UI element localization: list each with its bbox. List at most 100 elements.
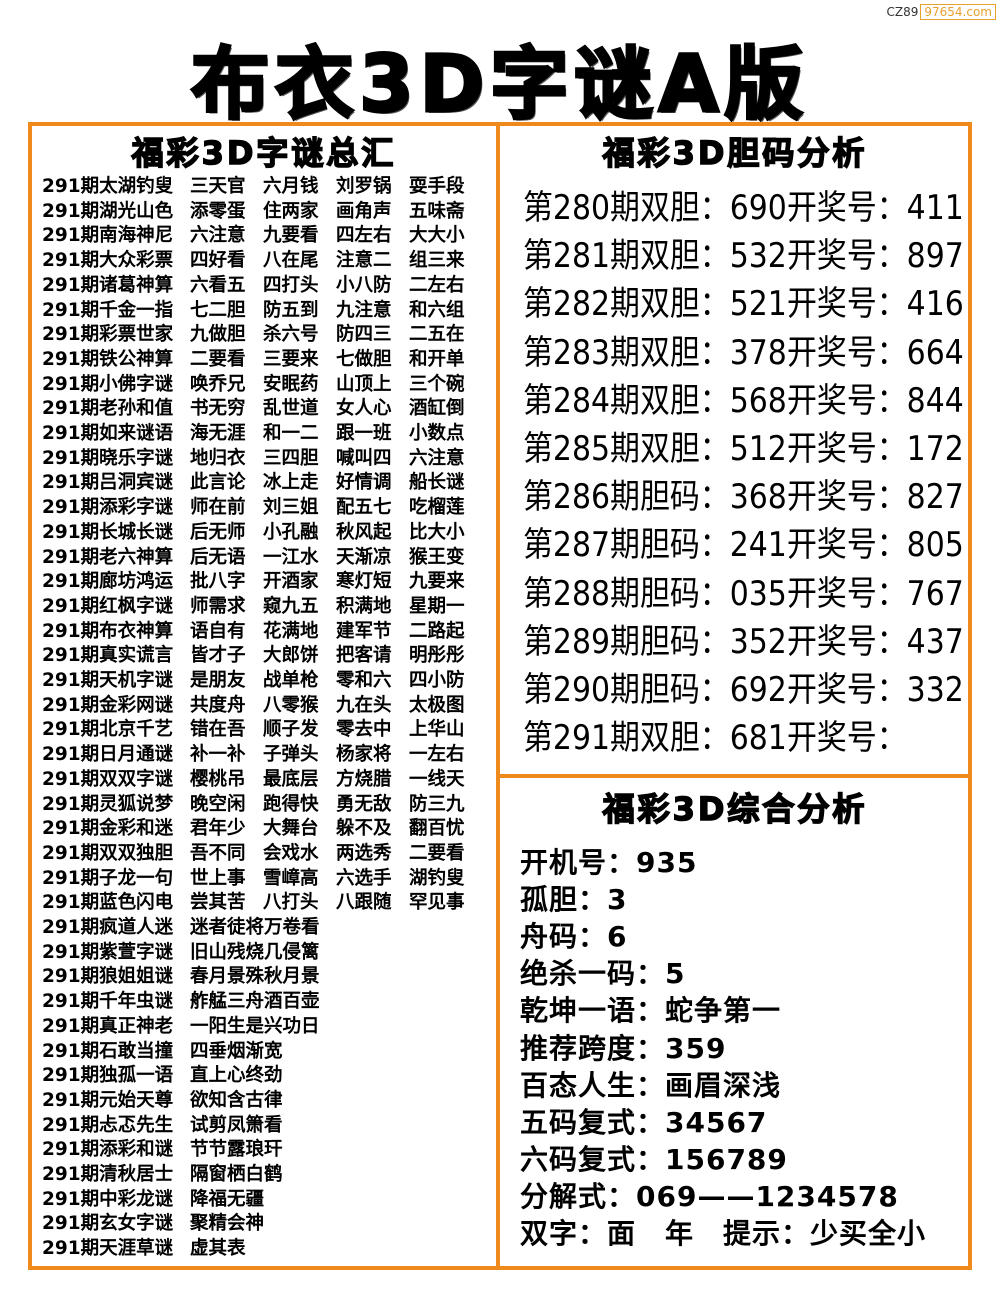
riddle-clue: 海无涯: [190, 423, 246, 444]
riddle-clue: 三要来: [263, 348, 319, 370]
riddle-clue: 耍手段: [409, 176, 465, 197]
riddle-clue: 迷者徒将万卷看: [190, 917, 320, 938]
comprehensive-analysis-heading: 福彩3D综合分析: [602, 789, 868, 829]
riddle-clue: 跟一班: [336, 423, 392, 444]
riddle-clue: 方烧腊: [336, 768, 392, 790]
riddle-clue: 明彤彤: [409, 645, 465, 667]
riddle-clue: 一阳生是兴功日: [190, 1015, 320, 1037]
riddle-clue: 开酒家: [263, 571, 319, 593]
riddle-clue: 世上事: [190, 867, 246, 889]
riddle-clue: 降福无疆: [190, 1188, 265, 1210]
riddle-source: 291期中彩龙谜: [42, 1188, 174, 1210]
riddle-clue: 杀六号: [263, 324, 319, 346]
riddle-source: 291期双双字谜: [42, 768, 174, 790]
riddle-clue: 一江水: [263, 546, 319, 568]
draw-result: 开奖号：827: [787, 477, 964, 518]
riddle-clue: 比大小: [409, 521, 465, 543]
riddle-clue: 船长谜: [409, 472, 465, 494]
riddle-clue: 七二胆: [190, 299, 246, 321]
riddle-clue: 九要来: [409, 571, 465, 593]
watermark-site: 97654.com: [920, 4, 996, 20]
analysis-row: 六码复式：156789: [520, 1142, 788, 1176]
dan-value: 第287期胆码：241: [523, 525, 787, 566]
dan-value: 第290期胆码：692: [523, 670, 787, 710]
dan-value: 第289期胆码：352: [523, 621, 787, 662]
riddle-clue: 地归衣: [190, 447, 246, 469]
riddle-source: 291期天机字谜: [42, 670, 174, 691]
riddle-source: 291期金彩和迷: [42, 818, 174, 840]
draw-result: 开奖号：897: [787, 236, 964, 277]
riddle-source: 291期长城长谜: [42, 521, 174, 543]
riddle-clue: 是朋友: [190, 670, 246, 691]
dan-value: 第291期双胆：681: [523, 718, 787, 759]
riddle-clue: 九注意: [336, 299, 392, 321]
riddle-clue: 猴王变: [409, 546, 465, 568]
left-section-heading: 福彩3D字谜总汇: [131, 133, 397, 173]
draw-result: 开奖号：: [787, 718, 907, 759]
riddle-source: 291期蓝色闪电: [42, 892, 174, 914]
riddle-clue: 小数点: [409, 423, 465, 444]
riddle-source: 291期紫萱字谜: [42, 941, 174, 963]
analysis-row: 百态人生：画眉深浅: [520, 1068, 782, 1102]
riddle-clue: 和开单: [409, 348, 465, 370]
dan-value: 第281期双胆：532: [523, 236, 787, 277]
riddle-clue: 雪嶂高: [263, 867, 319, 889]
riddle-source: 291期真实谎言: [42, 645, 174, 667]
riddle-clue: 春月景殊秋月景: [190, 966, 320, 988]
riddle-clue: 吃榴莲: [409, 497, 465, 519]
riddle-clue: 湖钓叟: [409, 867, 465, 889]
riddle-clue: 和一二: [263, 423, 319, 444]
riddle-clue: 窥九五: [263, 595, 319, 617]
analysis-row: 舟码：6: [520, 920, 628, 954]
riddle-clue: 虚其表: [190, 1238, 246, 1260]
riddle-clue: 和六组: [409, 299, 465, 321]
riddle-source: 291期老六神算: [42, 546, 174, 568]
riddle-source: 291期太湖钓叟: [42, 176, 174, 197]
riddle-clue: 花满地: [263, 620, 319, 642]
riddle-source: 291期子龙一句: [42, 867, 174, 889]
riddle-clue: 错在吾: [190, 719, 246, 741]
dan-row: 第283期双胆：378 开奖号：664: [523, 331, 964, 375]
riddle-clue: 八打头: [263, 892, 319, 914]
watermark-prefix: CZ89: [886, 5, 919, 19]
riddle-clue: 星期一: [409, 595, 465, 617]
riddle-source: 291期千金一指: [42, 299, 174, 321]
riddle-clue: 六注意: [409, 447, 465, 469]
riddle-source: 291期金彩网谜: [42, 694, 174, 716]
riddle-clue: 聚精会神: [190, 1213, 265, 1235]
riddle-source: 291期老孙和值: [42, 398, 174, 420]
riddle-source: 291期大众彩票: [42, 250, 174, 272]
riddle-clue: 四小防: [409, 670, 465, 691]
riddle-clue: 乱世道: [263, 398, 319, 420]
riddle-clue: 安眠药: [263, 373, 319, 395]
riddle-clue: 小孔融: [263, 521, 319, 543]
riddle-clue: 八零猴: [263, 694, 319, 716]
riddle-source: 291期真正神老: [42, 1015, 174, 1037]
riddle-clue: 师需求: [190, 595, 246, 617]
riddle-clue: 零和六: [336, 670, 392, 691]
riddle-source: 291期彩票世家: [42, 324, 174, 346]
riddle-clue: 共度舟: [190, 694, 246, 716]
riddle-source: 291期湖光山色: [42, 200, 174, 222]
content-frame: [28, 122, 972, 1270]
riddle-clue: 大舞台: [263, 818, 319, 840]
analysis-row: 推荐跨度：359: [520, 1031, 727, 1065]
riddle-clue: 后无语: [190, 546, 246, 568]
dan-row: 第281期双胆：532 开奖号：897: [523, 234, 964, 278]
draw-result: 开奖号：844: [787, 380, 964, 421]
draw-result: 开奖号：805: [787, 525, 964, 566]
draw-result: 开奖号：437: [787, 621, 964, 662]
riddle-source: 291期添彩和谜: [42, 1139, 174, 1161]
riddle-clue: 寒灯短: [336, 571, 392, 593]
horizontal-divider: [498, 774, 972, 778]
riddle-clue: 防三九: [409, 793, 465, 815]
riddle-clue: 二路起: [409, 620, 465, 642]
riddle-source: 291期日月通谜: [42, 744, 174, 766]
riddle-clue: 三天官: [190, 176, 246, 197]
riddle-clue: 配五七: [336, 497, 392, 519]
riddle-clue: 三个碗: [409, 373, 465, 395]
riddle-clue: 此言论: [190, 472, 246, 494]
riddle-source: 291期千年虫谜: [42, 991, 174, 1013]
dan-row: 第282期双胆：521 开奖号：416: [523, 282, 964, 326]
riddle-clue: 好情调: [336, 472, 392, 494]
